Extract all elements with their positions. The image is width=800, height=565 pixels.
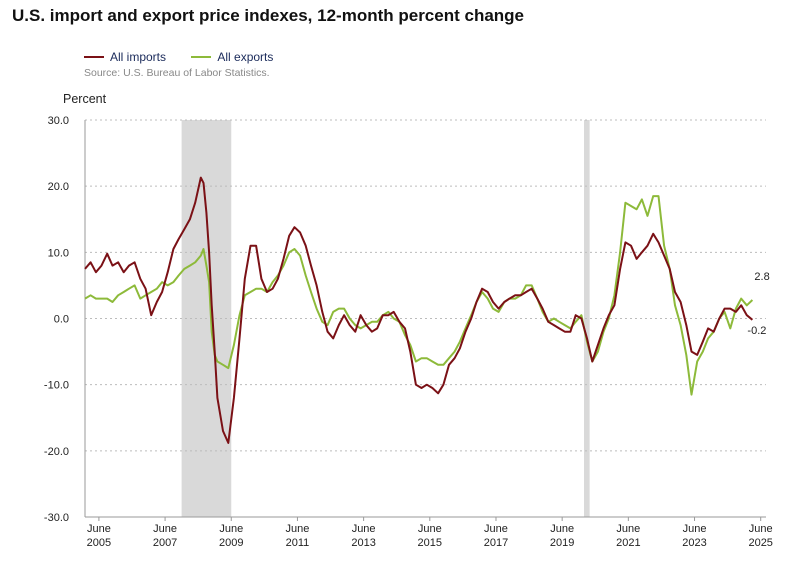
legend-item-exports: All exports xyxy=(191,50,273,64)
x-tick-label-year: 2009 xyxy=(219,537,243,549)
chart-legend: All imports All exports xyxy=(84,47,295,64)
y-tick-label: -20.0 xyxy=(44,446,69,458)
x-tick-label-month: June xyxy=(749,523,773,535)
x-tick-label-month: June xyxy=(683,523,707,535)
x-tick-label-month: June xyxy=(550,523,574,535)
source-note: Source: U.S. Bureau of Labor Statistics. xyxy=(84,67,270,79)
y-tick-label: -30.0 xyxy=(44,512,69,524)
end-label-exports: 2.8 xyxy=(754,271,769,283)
chart-title: U.S. import and export price indexes, 12… xyxy=(12,6,525,25)
x-tick-label-year: 2011 xyxy=(286,537,310,549)
x-tick-label-year: 2013 xyxy=(351,537,375,549)
legend-label-exports: All exports xyxy=(217,50,274,64)
y-tick-label: 0.0 xyxy=(54,314,69,326)
y-tick-label: -10.0 xyxy=(44,380,69,392)
y-axis-label: Percent xyxy=(63,92,107,106)
x-tick-label-year: 2015 xyxy=(418,537,442,549)
x-tick-label-month: June xyxy=(219,523,243,535)
series-line-imports xyxy=(84,176,754,444)
x-tick-label-year: 2007 xyxy=(153,537,177,549)
x-tick-label-month: June xyxy=(616,523,640,535)
x-tick-label-month: June xyxy=(87,523,111,535)
x-tick-label-month: June xyxy=(153,523,177,535)
x-tick-label-month: June xyxy=(418,523,442,535)
y-tick-label: 10.0 xyxy=(48,247,69,259)
x-tick-label-year: 2019 xyxy=(550,537,574,549)
legend-swatch-exports xyxy=(191,56,212,58)
legend-swatch-imports xyxy=(84,56,104,58)
x-tick-label-month: June xyxy=(286,523,310,535)
x-tick-label-month: June xyxy=(484,523,508,535)
x-tick-label-year: 2021 xyxy=(616,537,640,549)
x-tick-label-year: 2023 xyxy=(682,537,706,549)
series-line-exports xyxy=(84,195,754,396)
y-tick-label: 20.0 xyxy=(48,181,69,193)
x-tick-label-year: 2005 xyxy=(87,537,111,549)
x-tick-label-year: 2025 xyxy=(748,537,772,549)
end-label-imports: -0.2 xyxy=(747,325,766,337)
x-tick-label-month: June xyxy=(352,523,376,535)
x-tick-label-year: 2017 xyxy=(484,537,508,549)
legend-label-imports: All imports xyxy=(110,50,167,64)
y-tick-label: 30.0 xyxy=(48,115,69,127)
legend-item-imports: All imports xyxy=(84,50,166,64)
